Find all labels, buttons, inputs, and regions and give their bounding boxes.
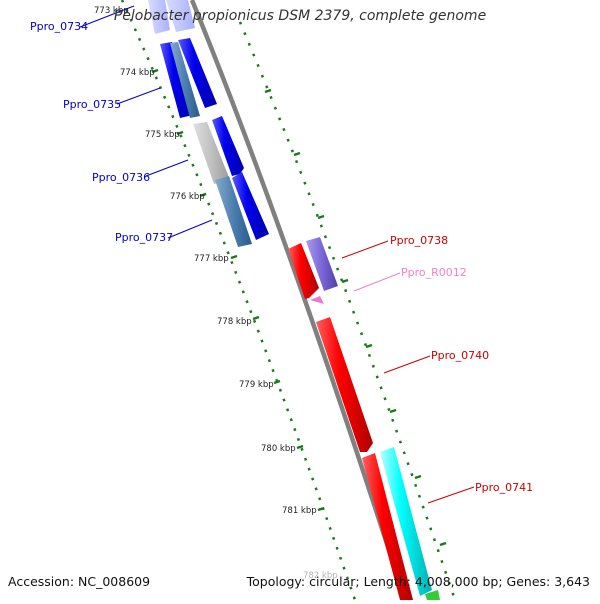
gene-feature[interactable] (316, 317, 373, 452)
tick-label: 780 kbp (261, 444, 296, 454)
gene-label-ppro-0737[interactable]: Ppro_0737 (115, 231, 173, 244)
tick-label: 781 kbp (282, 506, 317, 516)
gene-feature[interactable] (380, 447, 432, 596)
gene-feature[interactable] (288, 243, 319, 299)
right-strand-genes (288, 237, 440, 600)
ruler-ticks (151, 68, 325, 512)
gene-label-ppro-0736[interactable]: Ppro_0736 (92, 171, 150, 184)
genome-backbone (189, 0, 408, 601)
left-strand-genes (148, 0, 269, 247)
callouts (79, 5, 475, 504)
gene-feature[interactable] (178, 38, 217, 108)
gene-feature (148, 0, 170, 34)
tick-label: 779 kbp (239, 380, 274, 390)
topology-text: Topology: circular; Length: 4,008,000 bp… (246, 574, 590, 589)
gene-label-ppro-0738[interactable]: Ppro_0738 (390, 234, 448, 247)
accession-text: Accession: NC_008609 (8, 574, 151, 589)
tick-label: 773 kbp (94, 6, 129, 16)
gene-label-ppro-0735[interactable]: Ppro_0735 (63, 98, 121, 111)
gene-feature[interactable] (306, 237, 338, 291)
gene-feature[interactable] (425, 590, 440, 600)
gene-label-ppro-0740[interactable]: Ppro_0740 (431, 349, 489, 362)
gene-label-ppro-r0012[interactable]: Ppro_R0012 (401, 266, 467, 279)
gene-label-ppro-0734[interactable]: Ppro_0734 (30, 20, 88, 33)
gene-feature[interactable] (232, 172, 269, 240)
map-title: Pelobacter propionicus DSM 2379, complet… (113, 8, 487, 24)
tick-label: 775 kbp (145, 130, 180, 140)
tick-label: 778 kbp (217, 317, 252, 327)
gene-feature[interactable] (160, 42, 193, 118)
tick-label: 776 kbp (170, 192, 205, 202)
ruler-ticks-right (264, 88, 447, 547)
tick-label: 774 kbp (120, 68, 155, 78)
ruler-right (238, 21, 457, 601)
gene-label-ppro-0741[interactable]: Ppro_0741 (475, 481, 533, 494)
tick-label: 782 kbp (303, 571, 338, 581)
gene-feature[interactable] (215, 176, 252, 247)
gene-feature[interactable] (310, 296, 324, 304)
gene-feature[interactable] (212, 116, 244, 176)
gene-feature[interactable] (193, 122, 230, 184)
gene-feature (166, 0, 195, 32)
gene-feature[interactable] (362, 453, 413, 600)
tick-label: 777 kbp (194, 254, 229, 264)
gene-feature[interactable] (170, 42, 200, 118)
